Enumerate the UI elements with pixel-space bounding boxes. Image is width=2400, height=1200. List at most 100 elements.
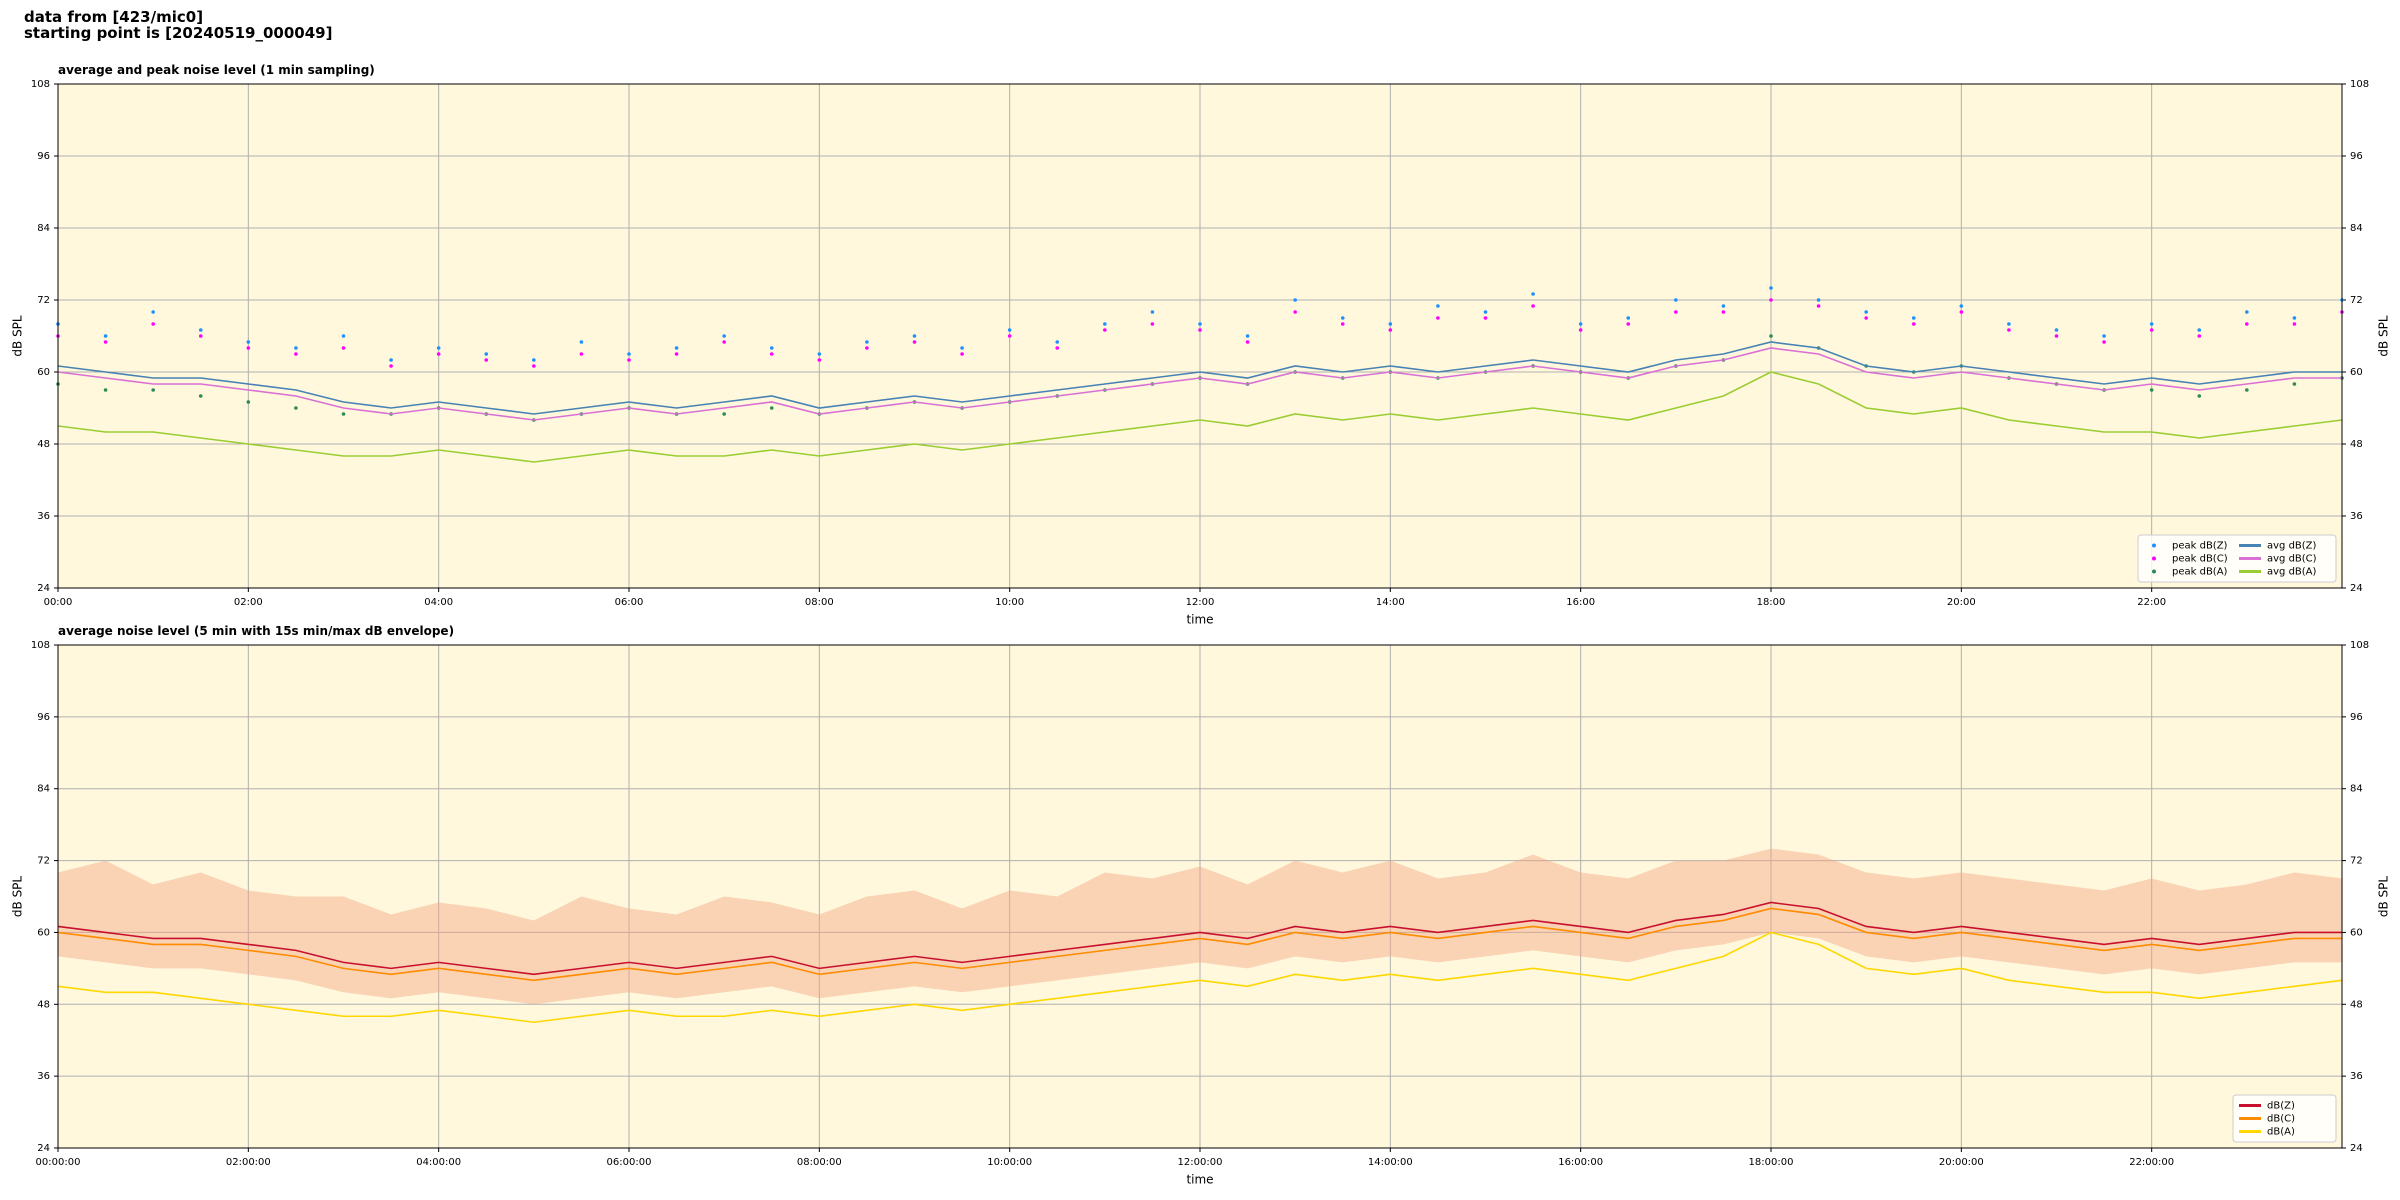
peak-dot: [1436, 304, 1440, 308]
x-tick-label: 00:00:00: [36, 1157, 81, 1168]
peak-dot: [912, 340, 917, 344]
peak-dot: [1436, 316, 1440, 320]
peak-dot: [2102, 334, 2106, 338]
legend-marker: [2152, 556, 2156, 561]
legend-label: dB(Z): [2267, 1101, 2295, 1112]
y2-tick-label: 36: [2350, 1071, 2363, 1082]
peak-dot: [103, 340, 108, 344]
legend-marker: [2152, 543, 2156, 548]
peak-dot: [674, 346, 679, 350]
peak-dot: [2007, 322, 2011, 326]
peak-dot: [389, 358, 393, 362]
peak-dot: [722, 334, 726, 338]
y-axis-label: dB SPL: [11, 876, 25, 918]
series-line: [57, 907, 2342, 982]
peak-dot: [1055, 346, 1060, 350]
peak-dot: [2149, 388, 2154, 392]
y-tick-label: 72: [37, 295, 50, 306]
peak-dot: [103, 388, 108, 392]
legend-label: peak dB(Z): [2172, 541, 2228, 552]
x-tick-label: 20:00: [1947, 597, 1976, 608]
envelope-band: [58, 848, 2342, 1005]
legend-label: dB(A): [2267, 1127, 2295, 1138]
peak-dot: [865, 340, 869, 344]
peak-dot: [1531, 292, 1535, 296]
y-tick-label: 60: [37, 927, 50, 938]
peak-dot: [769, 346, 774, 350]
y2-tick-label: 96: [2350, 151, 2363, 162]
peak-dot: [246, 346, 251, 350]
x-tick-label: 22:00: [2137, 597, 2166, 608]
legend-label: avg dB(C): [2267, 554, 2317, 565]
peak-dot: [1911, 322, 1916, 326]
x-tick-label: 18:00:00: [1749, 1157, 1794, 1168]
x-tick-label: 16:00:00: [1558, 1157, 1603, 1168]
peak-dot: [2054, 334, 2059, 338]
peak-dot: [1103, 328, 1107, 332]
legend-label: peak dB(C): [2172, 554, 2228, 565]
peak-dot: [1674, 298, 1678, 302]
peak-dot: [2245, 322, 2249, 326]
y2-tick-label: 48: [2350, 439, 2363, 450]
x-tick-label: 16:00: [1566, 597, 1595, 608]
series-line: [57, 347, 2342, 421]
peak-dot: [1531, 304, 1535, 308]
y2-tick-label: 60: [2350, 367, 2363, 378]
peak-dot: [1388, 322, 1393, 326]
y-axis-label: dB SPL: [11, 315, 25, 357]
peak-dot: [817, 358, 822, 362]
peak-dot: [1626, 322, 1631, 326]
chart-title: average noise level (5 min with 15s min/…: [58, 624, 454, 638]
series-line: [57, 371, 2343, 463]
y2-tick-label: 84: [2350, 784, 2363, 795]
peak-dot: [246, 400, 251, 404]
legend-label: peak dB(A): [2172, 567, 2228, 578]
peak-dot: [2292, 316, 2297, 320]
y2-tick-label: 60: [2350, 927, 2363, 938]
peak-dot: [1483, 316, 1488, 320]
peak-dot: [627, 352, 631, 356]
x-tick-label: 06:00: [615, 597, 644, 608]
peak-dot: [769, 406, 774, 410]
peak-dot: [1578, 322, 1583, 326]
legend-label: avg dB(Z): [2267, 541, 2317, 552]
peak-dot: [246, 340, 251, 344]
peak-dot: [817, 352, 822, 356]
peak-dot: [198, 328, 203, 332]
peak-dot: [532, 364, 536, 368]
peak-dot: [2149, 322, 2154, 326]
peak-dot: [436, 346, 441, 350]
series-line: [57, 341, 2342, 415]
peak-dot: [912, 334, 917, 338]
x-tick-label: 00:00: [44, 597, 73, 608]
x-tick-label: 12:00:00: [1178, 1157, 1223, 1168]
peak-dot: [1340, 322, 1345, 326]
x-tick-label: 04:00: [424, 597, 453, 608]
y-tick-label: 24: [37, 1143, 50, 1154]
peak-dot: [1769, 334, 1773, 338]
peak-dot: [579, 340, 584, 344]
peak-dot: [1626, 316, 1631, 320]
peak-dot: [436, 352, 441, 356]
y-tick-label: 108: [31, 640, 50, 651]
x-tick-label: 10:00:00: [987, 1157, 1032, 1168]
peak-dot: [722, 412, 726, 416]
y2-tick-label: 84: [2350, 223, 2363, 234]
x-tick-label: 20:00:00: [1939, 1157, 1984, 1168]
y-tick-label: 96: [37, 712, 50, 723]
peak-dot: [579, 352, 584, 356]
y2-tick-label: 108: [2350, 640, 2369, 651]
series-line: [57, 931, 2343, 1024]
x-tick-label: 02:00:00: [226, 1157, 271, 1168]
peak-dot: [341, 334, 346, 338]
y-tick-label: 48: [37, 439, 50, 450]
legend-box: [2137, 534, 2337, 583]
peak-dot: [1816, 298, 1821, 302]
peak-dot: [2197, 334, 2202, 338]
peak-dot: [1769, 286, 1773, 290]
y-tick-label: 60: [37, 367, 50, 378]
y2-tick-label: 24: [2350, 1143, 2363, 1154]
peak-dot: [532, 358, 536, 362]
peak-dot: [2102, 340, 2106, 344]
